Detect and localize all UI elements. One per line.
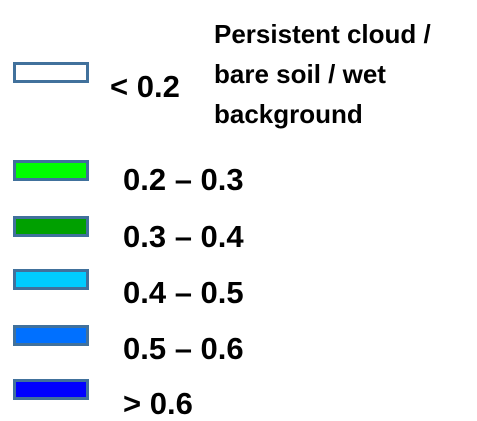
legend-label: 0.3 – 0.4 xyxy=(123,219,244,254)
legend-item-0-4-0-5: 0.4 – 0.5 xyxy=(0,268,477,308)
legend-swatch xyxy=(13,216,89,237)
legend-item-gt-0-6: > 0.6 xyxy=(0,378,477,421)
legend-item-0-2-0-3: 0.2 – 0.3 xyxy=(0,158,477,198)
legend-label: 0.5 – 0.6 xyxy=(123,331,244,366)
legend-swatch xyxy=(13,269,89,290)
legend-label: 0.2 – 0.3 xyxy=(123,162,244,197)
legend-swatch xyxy=(13,325,89,346)
legend-note: Persistent cloud / bare soil / wet backg… xyxy=(214,19,431,129)
legend-item-0-5-0-6: 0.5 – 0.6 xyxy=(0,324,477,364)
legend-item-lt-0-2: < 0.2 Persistent cloud / bare soil / wet… xyxy=(0,0,477,150)
legend-label: < 0.2 xyxy=(110,69,180,104)
legend-swatch xyxy=(13,379,89,400)
legend-label: 0.4 – 0.5 xyxy=(123,275,244,310)
legend-label: > 0.6 xyxy=(123,386,193,421)
legend-swatch xyxy=(13,160,89,181)
legend-swatch xyxy=(13,62,89,83)
legend-item-0-3-0-4: 0.3 – 0.4 xyxy=(0,214,477,254)
